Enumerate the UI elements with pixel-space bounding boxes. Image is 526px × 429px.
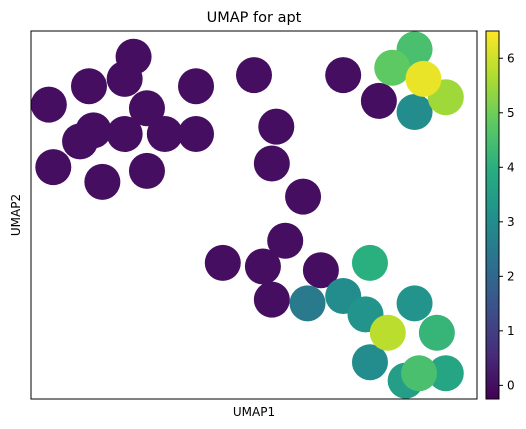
scatter-point (204, 244, 241, 281)
colorbar-tick-label: 6 (507, 51, 515, 65)
scatter-point (396, 93, 433, 130)
scatter-point (285, 178, 322, 215)
colorbar-tick-label: 1 (507, 324, 515, 338)
scatter-point (128, 152, 165, 189)
x-axis-label: UMAP1 (233, 405, 275, 419)
colorbar-tick-label: 3 (507, 215, 515, 229)
plot-frame (30, 30, 478, 400)
scatter-point (70, 68, 107, 105)
scatter-point (62, 123, 99, 160)
scatter-point (128, 90, 165, 127)
y-axis-label: UMAP2 (9, 194, 23, 236)
scatter-point (35, 149, 72, 186)
scatter-point (369, 314, 406, 351)
scatter-point (374, 49, 411, 86)
scatter-point (427, 355, 464, 392)
scatter-point (401, 355, 438, 392)
scatter-point (253, 281, 290, 318)
scatter-point (267, 222, 304, 259)
scatter-point (302, 252, 339, 289)
scatter-point (178, 116, 215, 153)
scatter-point (31, 86, 67, 123)
scatter-point (146, 116, 183, 153)
colorbar-tick-label: 0 (507, 378, 515, 392)
scatter-point (405, 60, 442, 97)
scatter-point (325, 57, 362, 94)
colorbar-tick-label: 2 (507, 269, 515, 283)
scatter-point (106, 116, 143, 153)
scatter-point (244, 248, 281, 285)
colorbar (485, 30, 500, 400)
scatter-point (84, 163, 121, 200)
scatter-point (236, 57, 272, 94)
scatter-point (396, 285, 433, 322)
colorbar-tick-label: 5 (507, 106, 515, 120)
scatter-point (418, 314, 455, 351)
scatter-point (351, 344, 388, 381)
scatter-point (360, 82, 397, 119)
scatter-point (351, 244, 388, 281)
scatter-point (253, 145, 290, 182)
scatter-point (106, 60, 143, 97)
scatter-point (258, 108, 295, 145)
colorbar-tick-label: 4 (507, 160, 515, 174)
scatter-point (289, 285, 326, 322)
colorbar-ticks: 0 1 2 3 4 5 6 (499, 51, 515, 392)
points-layer (31, 31, 464, 399)
chart-title: UMAP for apt (207, 10, 302, 26)
scatter-point (178, 68, 215, 105)
